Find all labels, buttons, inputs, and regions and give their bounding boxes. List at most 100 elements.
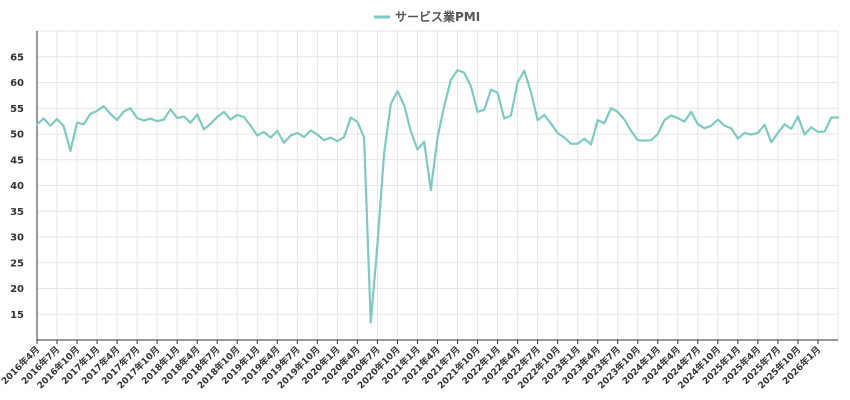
data-point[interactable] [641,138,647,144]
data-point[interactable] [254,133,260,139]
data-point[interactable] [161,117,167,123]
data-point[interactable] [581,136,587,142]
data-point[interactable] [608,105,614,111]
chart-legend[interactable]: サービス業PMI [374,9,480,24]
data-point[interactable] [508,112,514,118]
data-point[interactable] [61,123,67,129]
data-point[interactable] [54,116,60,122]
data-point[interactable] [47,123,53,129]
data-point[interactable] [348,115,354,121]
data-point[interactable] [248,123,254,129]
data-point[interactable] [628,128,634,134]
data-point[interactable] [127,105,133,111]
data-point[interactable] [702,125,708,131]
data-point[interactable] [501,116,507,122]
data-point[interactable] [87,111,93,117]
data-point[interactable] [722,123,728,129]
data-point[interactable] [154,118,160,124]
data-point[interactable] [261,129,267,135]
data-point[interactable] [374,242,380,248]
data-point[interactable] [321,137,327,143]
data-point[interactable] [354,119,360,125]
data-point[interactable] [541,112,547,118]
data-point[interactable] [241,114,247,120]
data-point[interactable] [341,134,347,140]
data-point[interactable] [435,135,441,141]
data-point[interactable] [455,67,461,73]
data-point[interactable] [795,113,801,119]
data-point[interactable] [107,111,113,117]
data-point[interactable] [528,89,534,95]
data-point[interactable] [735,136,741,142]
data-point[interactable] [408,128,414,134]
data-point[interactable] [822,128,828,134]
data-point[interactable] [414,146,420,152]
data-point[interactable] [601,120,607,126]
data-point[interactable] [168,106,174,112]
data-point[interactable] [281,140,287,146]
data-point[interactable] [762,122,768,128]
data-point[interactable] [74,120,80,126]
data-point[interactable] [548,121,554,127]
data-point[interactable] [461,70,467,76]
data-point[interactable] [475,109,481,115]
data-point[interactable] [274,128,280,134]
data-point[interactable] [81,121,87,127]
data-point[interactable] [441,103,447,109]
data-point[interactable] [675,115,681,121]
data-point[interactable] [681,119,687,125]
data-point[interactable] [228,117,234,123]
data-point[interactable] [94,108,100,114]
data-point[interactable] [715,117,721,123]
data-point[interactable] [121,108,127,114]
data-point[interactable] [288,133,294,139]
data-point[interactable] [308,127,314,133]
data-point[interactable] [421,139,427,145]
data-point[interactable] [515,80,521,86]
data-point[interactable] [755,130,761,136]
data-point[interactable] [141,118,147,124]
data-point[interactable] [208,121,214,127]
data-point[interactable] [301,134,307,140]
data-point[interactable] [174,115,180,121]
data-point[interactable] [41,116,47,122]
data-point[interactable] [468,83,474,89]
data-point[interactable] [568,141,574,147]
data-point[interactable] [401,102,407,108]
data-point[interactable] [775,130,781,136]
data-point[interactable] [481,107,487,113]
data-point[interactable] [147,116,153,122]
data-point[interactable] [268,135,274,141]
data-point[interactable] [695,121,701,127]
data-point[interactable] [194,111,200,117]
data-point[interactable] [595,117,601,123]
data-point[interactable] [621,117,627,123]
data-point[interactable] [815,129,821,135]
data-point[interactable] [828,115,834,121]
data-point[interactable] [555,130,561,136]
data-point[interactable] [648,137,654,143]
data-point[interactable] [668,112,674,118]
data-point[interactable] [188,120,194,126]
data-point[interactable] [788,126,794,132]
data-point[interactable] [234,112,240,118]
data-point[interactable] [588,141,594,147]
data-point[interactable] [802,132,808,138]
data-point[interactable] [728,125,734,131]
data-point[interactable] [328,135,334,141]
data-point[interactable] [768,139,774,145]
data-point[interactable] [181,113,187,119]
data-point[interactable] [575,141,581,147]
data-point[interactable] [521,68,527,74]
data-point[interactable] [201,126,207,132]
data-point[interactable] [221,109,227,115]
data-point[interactable] [782,121,788,127]
data-point[interactable] [661,117,667,123]
data-point[interactable] [488,87,494,93]
data-point[interactable] [688,109,694,115]
data-point[interactable] [835,115,841,121]
data-point[interactable] [561,135,567,141]
data-point[interactable] [381,150,387,156]
data-point[interactable] [708,123,714,129]
data-point[interactable] [388,101,394,107]
